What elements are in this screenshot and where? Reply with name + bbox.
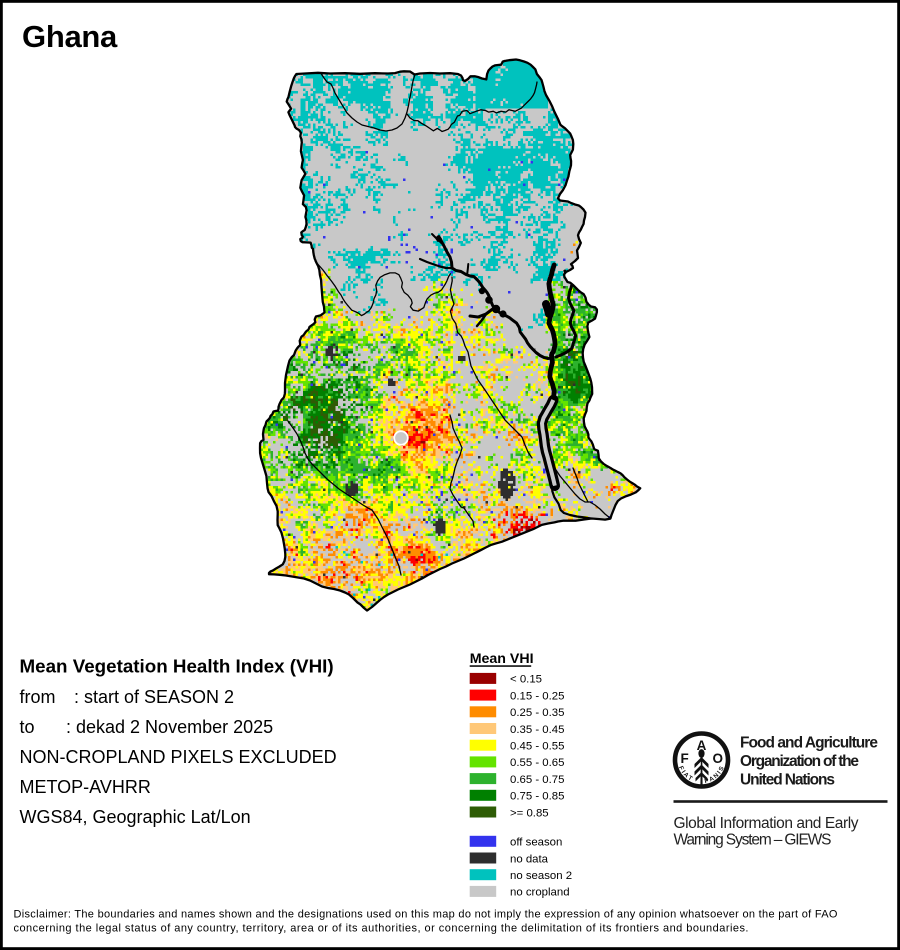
svg-text:Disclaimer: The boundaries and: Disclaimer: The boundaries and names sho… (14, 909, 838, 921)
svg-text:0.35 - 0.45: 0.35 - 0.45 (510, 724, 564, 736)
svg-text:>= 0.85: >= 0.85 (510, 807, 549, 819)
svg-text:0.65 - 0.75: 0.65 - 0.75 (510, 774, 564, 786)
svg-text:0.75 - 0.85: 0.75 - 0.85 (510, 791, 564, 803)
svg-text:A: A (697, 738, 707, 753)
svg-text:0.55 - 0.65: 0.55 - 0.65 (510, 757, 564, 769)
svg-text:Organization of the: Organization of the (740, 753, 859, 770)
svg-text:United Nations: United Nations (740, 772, 835, 789)
svg-text:Mean VHI: Mean VHI (470, 651, 534, 667)
svg-text:NON-CROPLAND PIXELS EXCLUDED: NON-CROPLAND PIXELS EXCLUDED (20, 747, 337, 767)
svg-text:F: F (681, 751, 689, 766)
svg-text:Warning System – GIEWS: Warning System – GIEWS (674, 832, 832, 849)
svg-text:concerning the legal status of: concerning the legal status of any count… (14, 923, 749, 935)
svg-text:0.15 - 0.25: 0.15 - 0.25 (510, 690, 564, 702)
svg-text:O: O (713, 751, 724, 766)
svg-text:no season 2: no season 2 (510, 870, 572, 882)
svg-text:: dekad 2 November 2025: : dekad 2 November 2025 (66, 717, 273, 737)
svg-text:no cropland: no cropland (510, 887, 570, 899)
svg-text:Mean Vegetation Health Index (: Mean Vegetation Health Index (VHI) (20, 656, 334, 677)
svg-text:Food and Agriculture: Food and Agriculture (740, 735, 878, 752)
svg-text:from: from (20, 687, 56, 707)
svg-text:Global Information and Early: Global Information and Early (674, 815, 859, 832)
svg-text:no data: no data (510, 853, 549, 865)
svg-text:: start of SEASON 2: : start of SEASON 2 (74, 687, 234, 707)
svg-text:< 0.15: < 0.15 (510, 674, 542, 686)
svg-text:0.45 - 0.55: 0.45 - 0.55 (510, 741, 564, 753)
svg-text:0.25 - 0.35: 0.25 - 0.35 (510, 707, 564, 719)
svg-text:METOP-AVHRR: METOP-AVHRR (20, 777, 151, 797)
svg-text:to: to (20, 717, 35, 737)
svg-text:off season: off season (510, 837, 562, 849)
svg-text:Ghana: Ghana (22, 19, 118, 54)
svg-text:WGS84, Geographic Lat/Lon: WGS84, Geographic Lat/Lon (20, 807, 251, 827)
